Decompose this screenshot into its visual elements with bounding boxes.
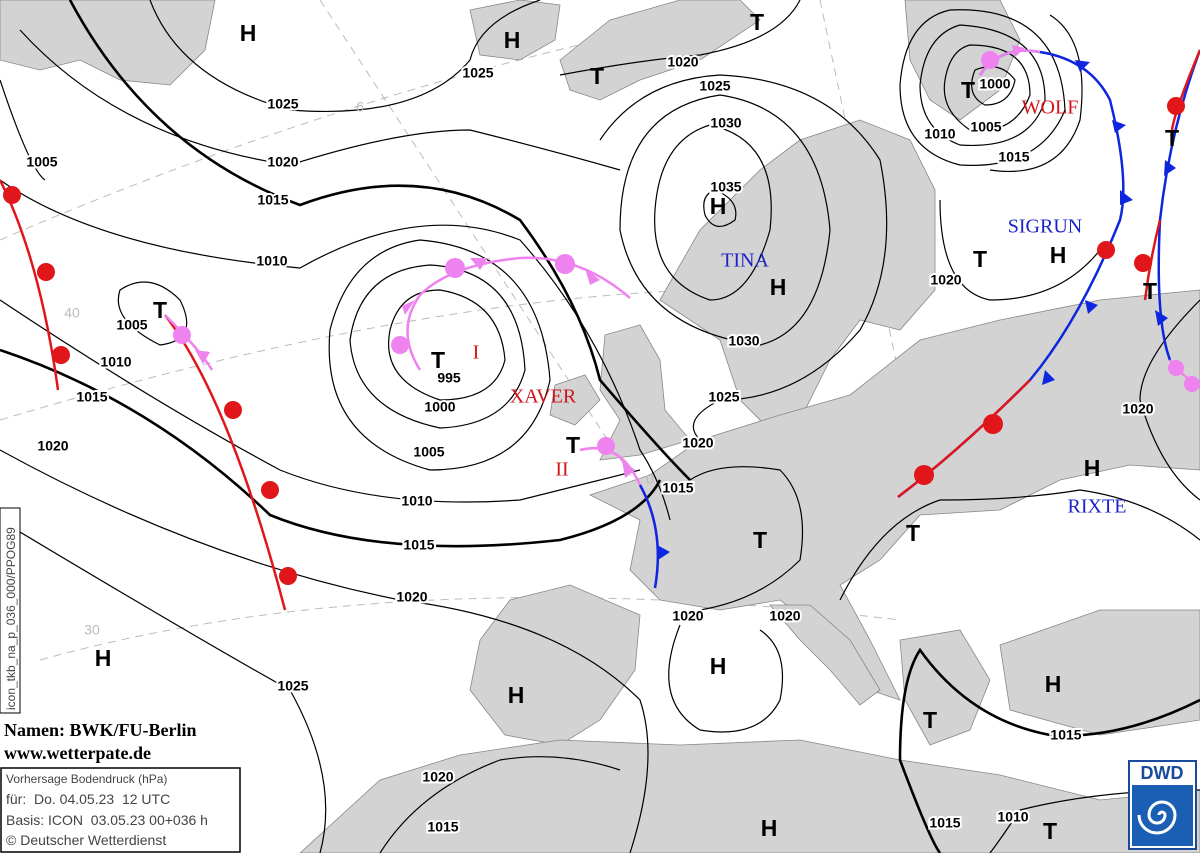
isobar-label: 1020: [672, 608, 703, 624]
isobar-label: 1025: [267, 96, 298, 112]
pressure-symbol: T: [1043, 818, 1057, 844]
pressure-symbol: T: [566, 432, 580, 458]
isobar-label: 1030: [710, 115, 741, 131]
pressure-symbol: H: [770, 274, 787, 300]
system-name: TINA: [721, 250, 769, 272]
isobar-label: 1005: [26, 154, 57, 170]
side-box: [0, 507, 21, 714]
isobar-label: 1025: [462, 65, 493, 81]
pressure-symbol: H: [508, 682, 525, 708]
system-name: II: [555, 459, 568, 481]
info-copyright: © Deutscher Wetterdienst: [6, 832, 166, 848]
info-base: Basis: ICON 03.05.23 00+036 h: [6, 812, 208, 828]
logo-swirl: [1137, 800, 1177, 835]
side-text: icon_tkb_na_p_036_000/PPOG89: [4, 527, 18, 710]
dwd-logo: DWD: [1128, 760, 1197, 850]
pressure-symbol: T: [153, 297, 167, 323]
info-box: Vorhersage Bodendruck (hPa) für: Do. 04.…: [0, 767, 241, 853]
grid-label: 30: [84, 622, 100, 638]
isobar-label: 1010: [401, 493, 432, 509]
isobar-label: 1015: [998, 149, 1029, 165]
isobar-label: 1005: [413, 444, 444, 460]
info-valid: für: Do. 04.05.23 12 UTC: [6, 791, 170, 807]
isobar-label: 1020: [422, 769, 453, 785]
isobar-label: 1015: [403, 537, 434, 553]
pressure-symbol: T: [961, 77, 975, 103]
pressure-symbol: H: [1050, 242, 1067, 268]
isobar-label: 1020: [930, 272, 961, 288]
system-name: XAVER: [510, 386, 577, 408]
grid-label: 6: [356, 99, 364, 115]
pressure-symbol: T: [1165, 125, 1179, 151]
isobar-label: 1020: [682, 435, 713, 451]
isobar-label: 1035: [710, 179, 741, 195]
credit-website: www.wetterpate.de: [4, 743, 151, 763]
isobar-label: 1015: [76, 389, 107, 405]
info-frame: [0, 767, 241, 853]
system-name: I: [473, 342, 480, 364]
pressure-symbol: T: [923, 707, 937, 733]
isobar-label: 1025: [699, 78, 730, 94]
isobar-label: 1010: [924, 126, 955, 142]
system-name: SIGRUN: [1008, 216, 1082, 238]
pressure-symbol: H: [710, 653, 727, 679]
pressure-symbol: T: [1143, 278, 1157, 304]
isobar-label: 1020: [1122, 401, 1153, 417]
pressure-symbol: T: [753, 527, 767, 553]
pressure-symbol: H: [240, 20, 257, 46]
fronts: [0, 45, 1200, 611]
pressure-symbol: T: [973, 246, 987, 272]
info-title: Vorhersage Bodendruck (hPa): [6, 772, 167, 786]
isobar-label: 1015: [257, 192, 288, 208]
isobar-label: 1015: [929, 815, 960, 831]
logo-text: DWD: [1141, 763, 1184, 783]
pressure-symbol: T: [906, 520, 920, 546]
isobar-label: 1015: [1050, 727, 1081, 743]
isobar-label: 1020: [769, 608, 800, 624]
pressure-symbol: H: [710, 193, 727, 219]
isobar-label: 1020: [267, 154, 298, 170]
pressure-symbol: T: [431, 347, 445, 373]
isobar-label: 1020: [37, 438, 68, 454]
isobar-label: 1025: [708, 389, 739, 405]
grid-label: 0: [646, 471, 654, 487]
isobar-label: 1020: [396, 589, 427, 605]
isobar-label: 1030: [728, 333, 759, 349]
pressure-symbol: H: [504, 27, 521, 53]
system-name: RIXTE: [1068, 496, 1127, 518]
pressure-symbol: H: [95, 645, 112, 671]
system-name: WOLF: [1022, 97, 1079, 119]
grid-label: 40: [64, 305, 80, 321]
credit-names: Namen: BWK/FU-Berlin: [4, 720, 196, 740]
isobar-label: 1010: [256, 253, 287, 269]
isobar-label: 1020: [667, 54, 698, 70]
pressure-symbol: H: [1045, 671, 1062, 697]
isobar-label: 1025: [277, 678, 308, 694]
pressure-symbol: T: [750, 9, 764, 35]
pressure-symbol: T: [590, 63, 604, 89]
isobar-label: 1000: [424, 399, 455, 415]
isobar-label: 1015: [427, 819, 458, 835]
isobar-label: 1005: [970, 119, 1001, 135]
isobar-label: 1005: [116, 317, 147, 333]
isobar-label: 1015: [662, 480, 693, 496]
logo-square: [1132, 785, 1193, 846]
isobar-label: 1000: [979, 76, 1010, 92]
isobar-label: 995: [437, 370, 461, 386]
isobar-label: 1010: [997, 809, 1028, 825]
pressure-symbol: H: [1084, 455, 1101, 481]
pressure-symbol: H: [761, 815, 778, 841]
isobar-label: 1010: [100, 354, 131, 370]
